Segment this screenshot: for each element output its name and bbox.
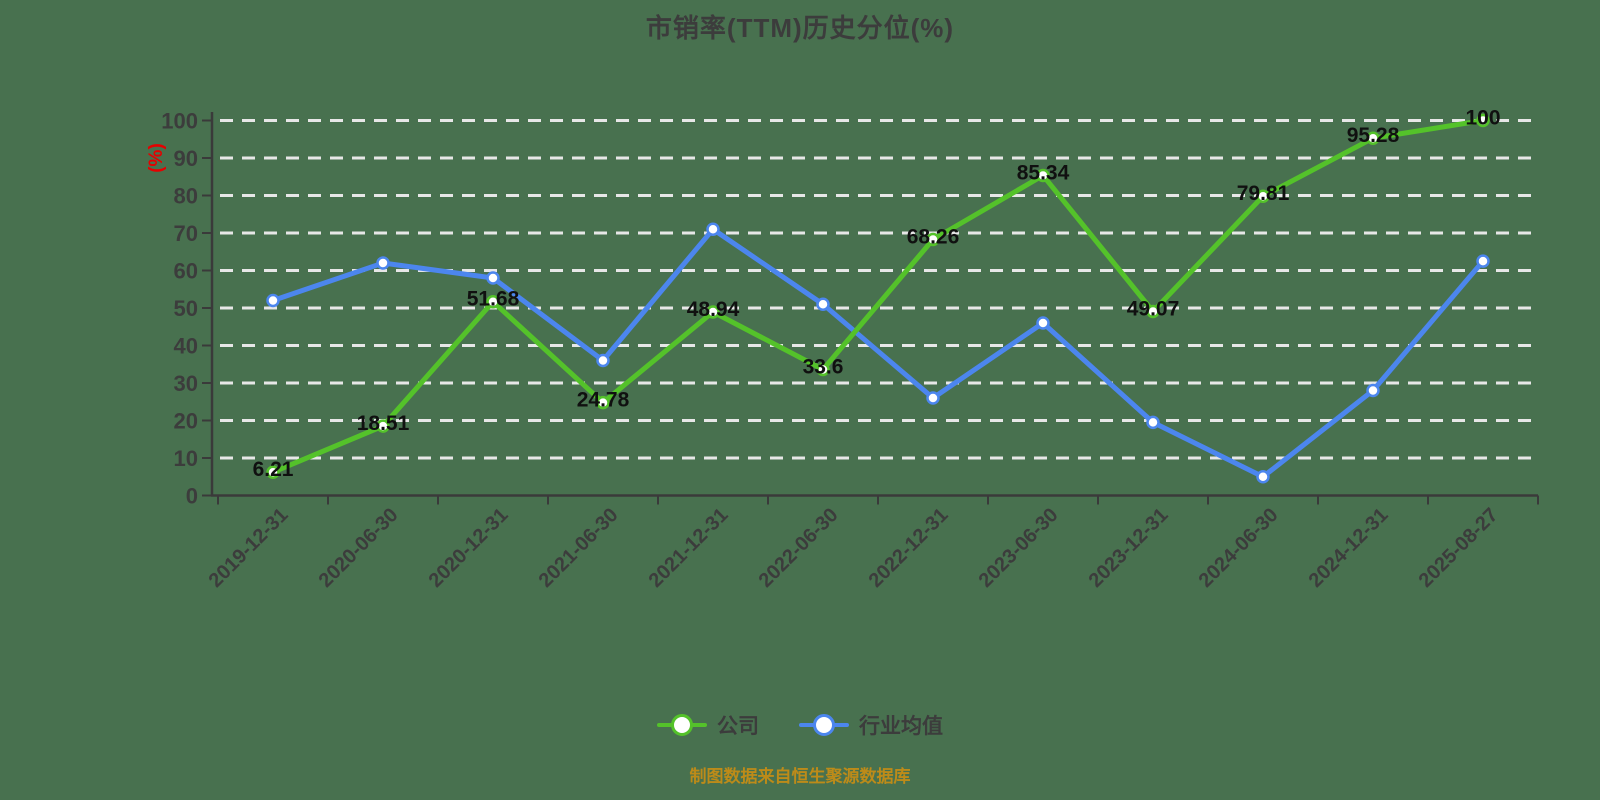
legend-line-marker-icon (657, 713, 707, 737)
x-axis-category-label: 2021-06-30 (535, 504, 623, 592)
company-data-point[interactable] (266, 465, 280, 479)
y-axis-tick-label: 40 (174, 334, 198, 359)
company-data-label: 95.28 (1347, 124, 1400, 147)
x-axis-category-label: 2024-06-30 (1195, 504, 1283, 592)
company-data-label: 51.68 (467, 288, 520, 311)
company-data-point[interactable] (376, 419, 390, 433)
y-axis-tick-label: 80 (174, 184, 198, 209)
y-axis-tick-label: 10 (174, 446, 198, 471)
x-axis-category-label: 2021-12-31 (645, 504, 733, 592)
industry-data-point[interactable] (706, 222, 720, 236)
company-data-point[interactable] (1366, 131, 1380, 145)
company-data-label: 100 (1465, 107, 1500, 130)
legend-label: 行业均值 (859, 715, 943, 738)
company-data-label: 68.26 (907, 226, 960, 249)
company-data-label: 48.94 (687, 298, 740, 321)
industry-data-point[interactable] (1366, 383, 1380, 398)
data-source-footer: 制图数据来自恒生聚源数据库 (689, 767, 911, 786)
x-axis-category-label: 2025-08-27 (1415, 504, 1503, 592)
legend-item-industry[interactable]: 行业均值 (799, 710, 943, 740)
y-axis-tick-label: 50 (174, 296, 198, 321)
industry-data-point[interactable] (486, 271, 500, 285)
x-axis-category-label: 2023-06-30 (975, 504, 1063, 592)
company-data-label: 6.21 (253, 458, 294, 481)
y-axis-tick-label: 60 (174, 259, 198, 284)
y-axis-tick-label: 70 (174, 221, 198, 246)
y-axis-tick-label: 30 (174, 371, 198, 396)
industry-data-point[interactable] (1146, 415, 1160, 430)
y-axis-tick-label: 0 (186, 484, 198, 509)
company-series-line[interactable] (270, 118, 1486, 475)
x-axis-category-label: 2020-12-31 (425, 504, 513, 592)
legend-line-marker-icon (799, 713, 849, 737)
company-data-label: 79.81 (1237, 182, 1290, 205)
legend-label: 公司 (717, 715, 759, 738)
company-data-label: 33.6 (803, 356, 844, 379)
industry-data-point[interactable] (266, 293, 280, 308)
industry-data-point[interactable] (816, 297, 830, 311)
chart-title: 市销率(TTM)历史分位(%) (645, 13, 955, 43)
x-axis-category-label: 2024-12-31 (1305, 504, 1393, 592)
industry-series-line[interactable] (270, 226, 1486, 480)
industry-data-point[interactable] (1256, 470, 1270, 484)
company-data-point[interactable] (926, 232, 940, 247)
company-data-point[interactable] (816, 362, 830, 377)
company-data-point[interactable] (486, 294, 500, 309)
y-axis-tick-label: 100 (161, 109, 198, 134)
y-axis-tick-label: 90 (174, 146, 198, 171)
company-data-label: 49.07 (1127, 297, 1180, 320)
company-data-point[interactable] (1256, 189, 1270, 203)
x-axis-category-label: 2023-12-31 (1085, 504, 1173, 592)
y-axis-tick-label: 20 (174, 409, 198, 434)
industry-data-point[interactable] (1036, 316, 1050, 330)
company-data-point[interactable] (1476, 113, 1490, 128)
x-axis-category-label: 2022-06-30 (755, 504, 843, 592)
company-data-point[interactable] (706, 305, 720, 319)
industry-data-point[interactable] (926, 391, 940, 405)
industry-data-point[interactable] (376, 256, 390, 270)
company-data-label: 24.78 (577, 389, 630, 412)
x-axis-category-label: 2022-12-31 (865, 504, 953, 592)
company-data-label: 85.34 (1017, 161, 1070, 184)
chart-legend: 公司 行业均值 (0, 710, 1600, 740)
industry-data-point[interactable] (1476, 254, 1490, 268)
company-data-point[interactable] (596, 395, 610, 410)
company-data-point[interactable] (1146, 304, 1160, 319)
x-axis-category-label: 2019-12-31 (205, 504, 293, 592)
industry-data-point[interactable] (596, 353, 610, 368)
x-axis-category-label: 2020-06-30 (315, 504, 403, 592)
company-data-point[interactable] (1036, 168, 1050, 183)
company-data-label: 18.51 (357, 412, 410, 435)
legend-item-company[interactable]: 公司 (657, 710, 759, 740)
